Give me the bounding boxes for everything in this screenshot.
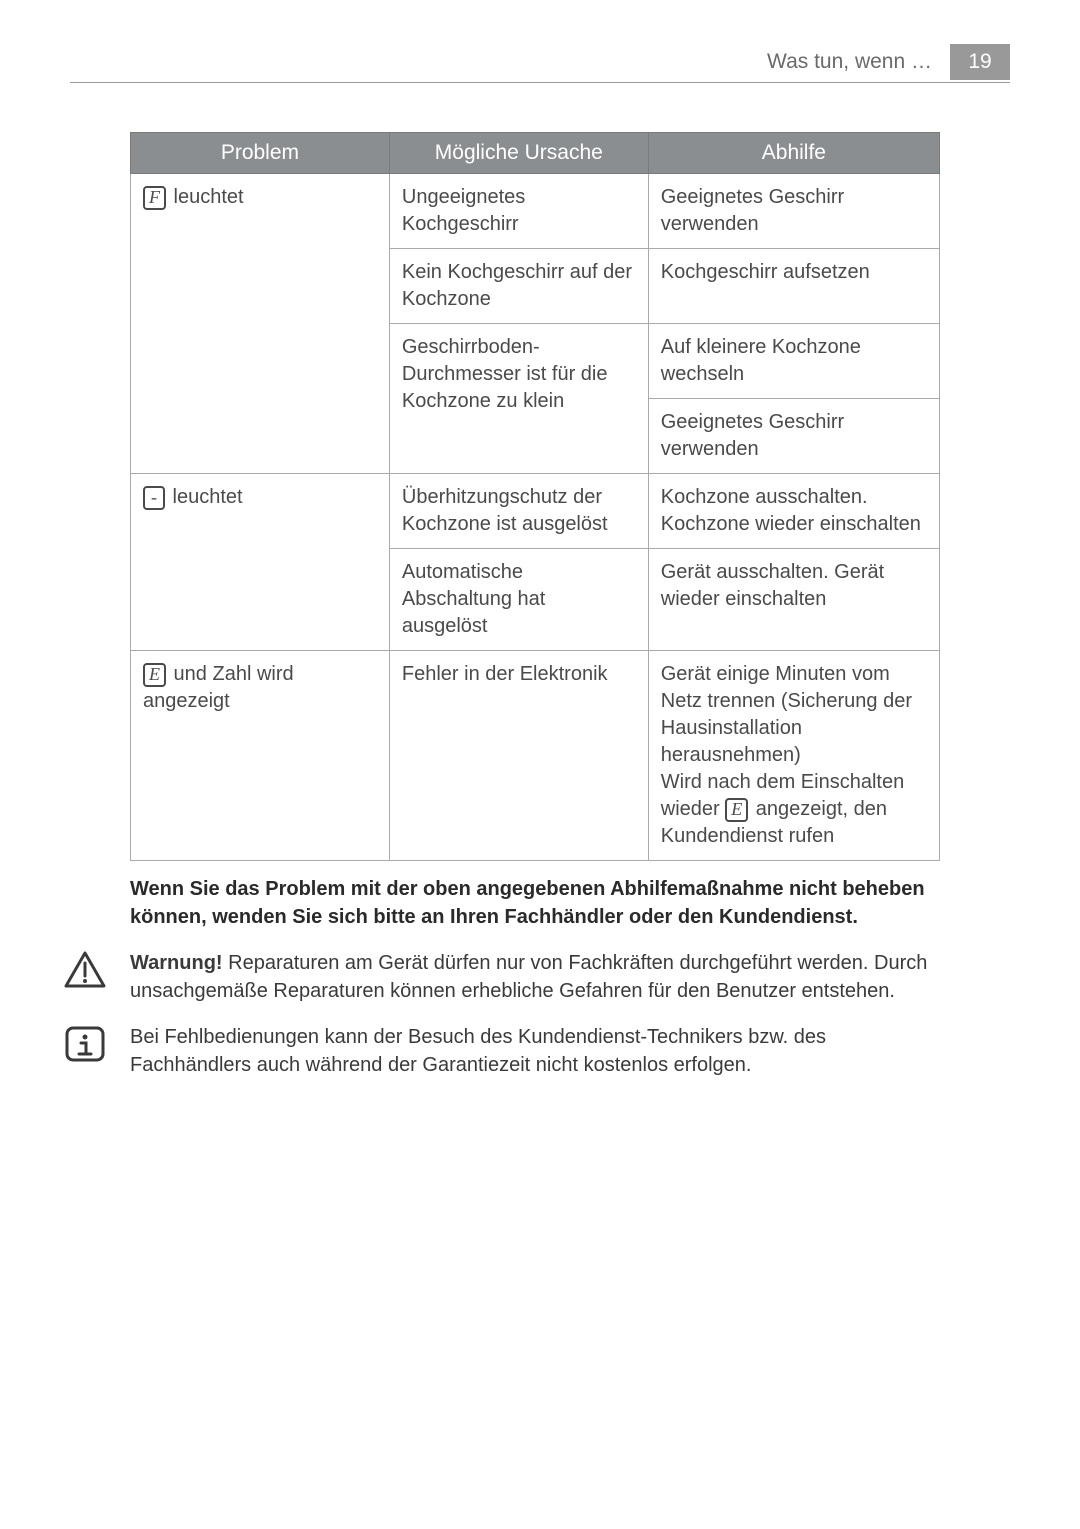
info-block: Bei Fehlbedienungen kann der Besuch des …: [130, 1023, 940, 1079]
problem-text: leuchtet: [168, 186, 244, 208]
fix-text-pre: Gerät einige Minuten vom Netz trennen (S…: [661, 663, 912, 820]
warning-text: Reparaturen am Gerät dürfen nur von Fach…: [130, 952, 927, 1002]
cell-cause: Kein Kochgeschirr auf der Kochzone: [389, 249, 648, 324]
page-number: 19: [950, 44, 1010, 80]
troubleshooting-table: Problem Mögliche Ursache Abhilfe F leuch…: [130, 132, 940, 861]
warning-paragraph: Warnung! Reparaturen am Gerät dürfen nur…: [130, 949, 940, 1005]
cell-cause: Geschirrboden-Durchmesser ist für die Ko…: [389, 324, 648, 474]
display-symbol-e: E: [143, 663, 166, 687]
cell-cause: Automatische Abschaltung hat ausgelöst: [389, 549, 648, 651]
warning-block: Warnung! Reparaturen am Gerät dürfen nur…: [130, 949, 940, 1005]
col-fix: Abhilfe: [648, 133, 939, 174]
warning-icon: [64, 951, 106, 989]
cell-fix: Geeignetes Geschirr verwenden: [648, 399, 939, 474]
display-symbol-f: F: [143, 186, 166, 210]
section-title: Was tun, wenn …: [767, 50, 950, 74]
problem-text: leuchtet: [167, 486, 243, 508]
cell-fix: Gerät einige Minuten vom Netz trennen (S…: [648, 651, 939, 861]
col-problem: Problem: [131, 133, 390, 174]
col-cause: Mögliche Ursache: [389, 133, 648, 174]
table-row: F leuchtet Ungeeignetes Kochgeschirr Gee…: [131, 174, 940, 249]
warning-label: Warnung!: [130, 952, 223, 974]
cell-fix: Geeignetes Geschirr verwenden: [648, 174, 939, 249]
info-icon: [64, 1025, 106, 1063]
display-symbol-e-inline: E: [725, 798, 748, 822]
cell-problem: - leuchtet: [131, 474, 390, 651]
page-header: Was tun, wenn … 19: [767, 44, 1010, 80]
cell-fix: Gerät ausschalten. Gerät wieder einschal…: [648, 549, 939, 651]
cell-problem: F leuchtet: [131, 174, 390, 474]
display-symbol-minus: -: [143, 486, 165, 510]
cell-fix: Kochzone ausschalten. Kochzone wieder ei…: [648, 474, 939, 549]
table-header-row: Problem Mögliche Ursache Abhilfe: [131, 133, 940, 174]
info-paragraph: Bei Fehlbedienungen kann der Besuch des …: [130, 1023, 940, 1079]
header-rule: [70, 82, 1010, 83]
table-row: E und Zahl wird angezeigt Fehler in der …: [131, 651, 940, 861]
bold-note: Wenn Sie das Problem mit der oben angege…: [130, 875, 940, 931]
cell-fix: Kochgeschirr aufsetzen: [648, 249, 939, 324]
cell-problem: E und Zahl wird angezeigt: [131, 651, 390, 861]
cell-fix: Auf kleinere Kochzone wechseln: [648, 324, 939, 399]
page-content: Problem Mögliche Ursache Abhilfe F leuch…: [130, 132, 940, 1079]
cell-cause: Fehler in der Elektronik: [389, 651, 648, 861]
cell-cause: Ungeeignetes Kochgeschirr: [389, 174, 648, 249]
cell-cause: Überhitzungschutz der Kochzone ist ausge…: [389, 474, 648, 549]
table-row: - leuchtet Überhitzungschutz der Kochzon…: [131, 474, 940, 549]
